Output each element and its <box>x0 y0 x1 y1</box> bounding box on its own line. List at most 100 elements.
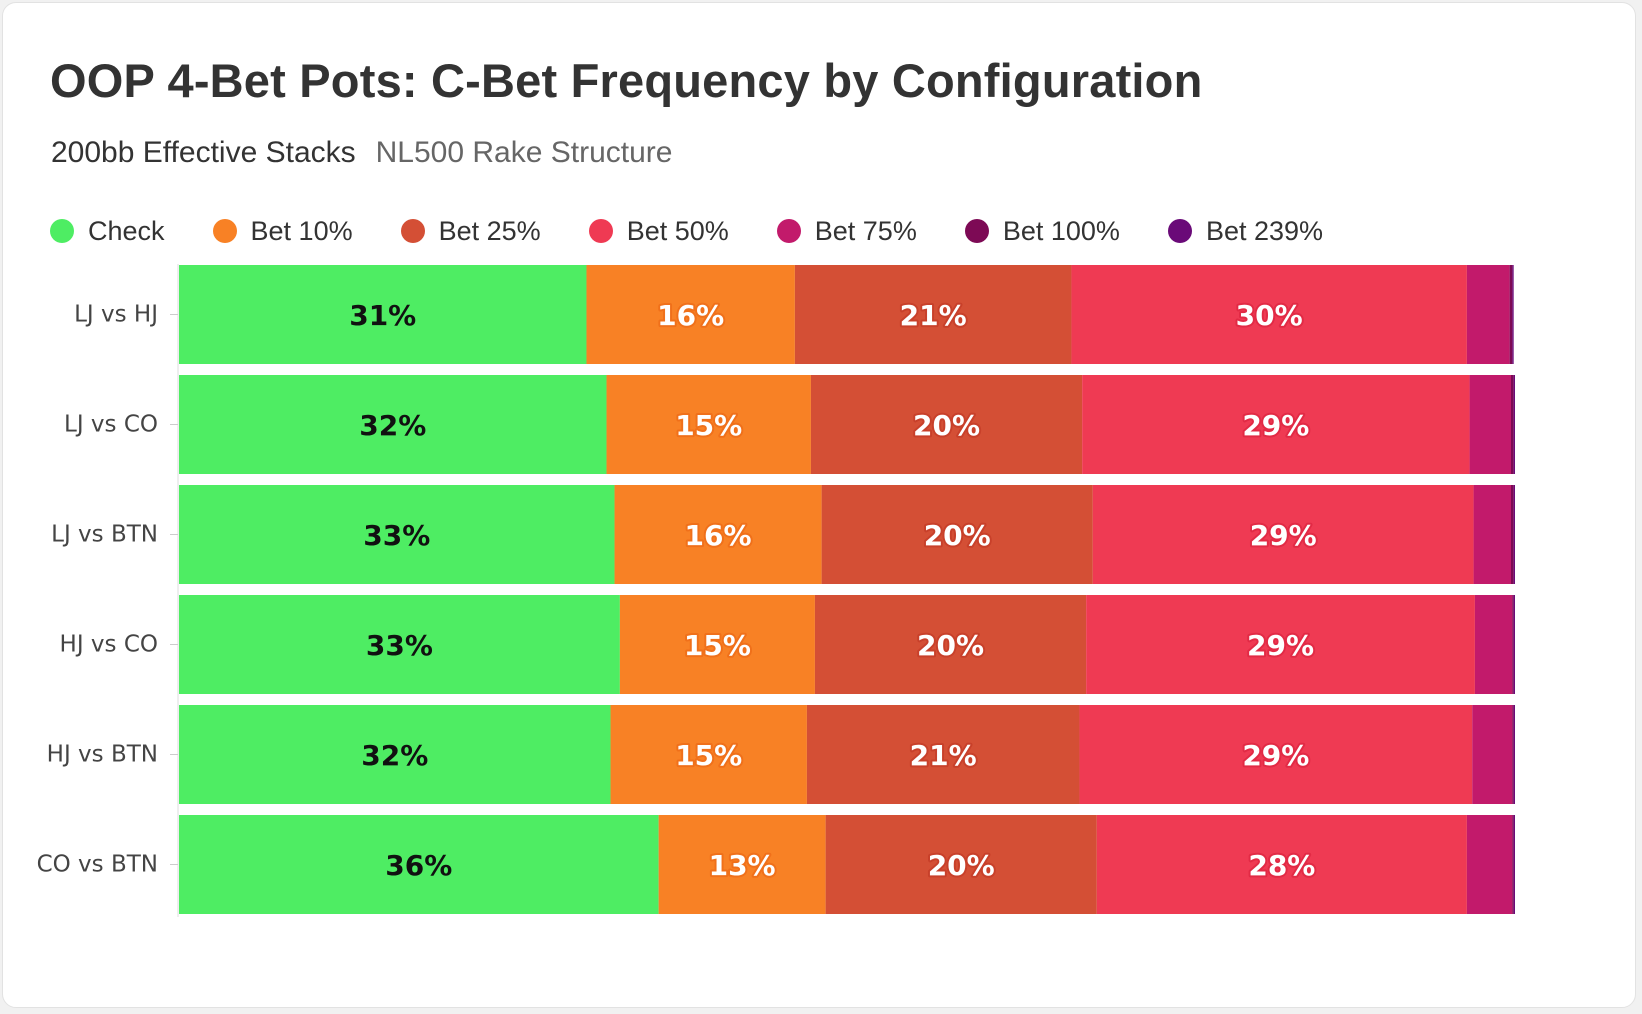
bar-segment-bet-50pct[interactable] <box>1086 595 1475 694</box>
data-label-bet-10pct: 16% <box>657 299 724 332</box>
bar-row-hj-vs-co: 33% 15% 20% 29% <box>179 595 1515 694</box>
bar-segment-bet-10pct[interactable] <box>586 265 795 364</box>
legend-swatch <box>964 219 989 243</box>
bar-segment-bet-239pct[interactable] <box>1513 595 1515 694</box>
bar-segment-check[interactable] <box>179 705 611 804</box>
category-label-lj-vs-co: LJ vs CO <box>64 412 158 438</box>
bar-segment-check[interactable] <box>179 595 620 694</box>
chart-title: OOP 4-Bet Pots: C-Bet Frequency by Confi… <box>50 54 1203 107</box>
bar-segment-bet-25pct[interactable] <box>825 815 1097 914</box>
data-label-check: 33% <box>363 519 430 552</box>
bar-segment-bet-10pct[interactable] <box>610 705 807 804</box>
bar-segment-bet-75pct[interactable] <box>1472 705 1513 804</box>
bar-row-lj-vs-co: 32% 15% 20% 29% <box>179 375 1515 474</box>
bar-row-lj-vs-btn: 33% 16% 20% 29% <box>179 485 1515 584</box>
bar-row-hj-vs-btn: 32% 15% 21% 29% <box>179 705 1515 804</box>
bar-segment-bet-75pct[interactable] <box>1466 265 1510 364</box>
bar-segment-check[interactable] <box>179 265 587 364</box>
legend-item-bet-50pct: Bet 50% <box>588 215 729 247</box>
category-label-hj-vs-btn: HJ vs BTN <box>47 742 158 768</box>
legend-swatch <box>588 219 613 243</box>
legend-label: Bet 239% <box>1205 215 1324 246</box>
data-label-bet-50pct: 30% <box>1236 299 1303 332</box>
data-label-bet-10pct: 15% <box>675 739 742 772</box>
bar-segment-bet-25pct[interactable] <box>806 705 1080 804</box>
bar-segment-bet-239pct[interactable] <box>1513 815 1515 914</box>
legend-label: Check <box>88 215 165 246</box>
bar-segment-bet-25pct[interactable] <box>810 375 1083 474</box>
chart-subtitle: 200bb Effective Stacks NL500 Rake Structu… <box>51 136 672 170</box>
legend-label: Bet 75% <box>814 215 917 246</box>
legend-label: Bet 25% <box>438 215 541 246</box>
data-label-check: 36% <box>385 849 452 882</box>
bar-segment-bet-25pct[interactable] <box>814 595 1087 694</box>
data-label-bet-10pct: 16% <box>685 519 752 552</box>
bar-segment-bet-100pct[interactable] <box>1510 485 1514 584</box>
bar-segment-bet-239pct[interactable] <box>1513 705 1515 804</box>
subtitle-main: 200bb Effective Stacks <box>51 136 356 169</box>
data-label-check: 32% <box>361 739 428 772</box>
bar-segment-bet-100pct[interactable] <box>1509 265 1513 364</box>
bar-segment-bet-100pct[interactable] <box>1512 595 1514 694</box>
bar-segment-bet-75pct[interactable] <box>1466 815 1513 914</box>
data-label-bet-25pct: 21% <box>910 739 977 772</box>
legend-label: Bet 50% <box>626 215 729 246</box>
legend-item-bet-100pct: Bet 100% <box>964 215 1120 247</box>
bar-segment-check[interactable] <box>179 375 607 474</box>
bar-segment-bet-239pct[interactable] <box>1513 375 1515 474</box>
data-label-bet-10pct: 13% <box>709 849 776 882</box>
bar-segment-bet-10pct[interactable] <box>606 375 811 474</box>
bar-row-lj-vs-hj: 31% 16% 21% 30% <box>179 265 1514 364</box>
bar-segment-bet-100pct[interactable] <box>1512 705 1514 804</box>
data-label-bet-25pct: 20% <box>924 519 991 552</box>
bar-segment-bet-25pct[interactable] <box>794 265 1072 364</box>
bar-segment-bet-75pct[interactable] <box>1473 485 1511 584</box>
legend-item-bet-10pct: Bet 10% <box>212 215 353 247</box>
category-label-co-vs-btn: CO vs BTN <box>37 852 158 878</box>
data-label-bet-50pct: 29% <box>1250 519 1317 552</box>
bar-segment-bet-25pct[interactable] <box>821 485 1093 584</box>
legend-swatch <box>50 219 74 243</box>
data-label-bet-10pct: 15% <box>684 629 751 662</box>
data-label-bet-25pct: 20% <box>928 849 995 882</box>
bar-segment-bet-75pct[interactable] <box>1469 375 1511 474</box>
data-label-check: 31% <box>349 299 416 332</box>
bar-segment-check[interactable] <box>179 815 659 914</box>
bar-segment-bet-239pct[interactable] <box>1512 265 1514 364</box>
data-label-bet-10pct: 15% <box>675 409 742 442</box>
bar-segment-bet-50pct[interactable] <box>1096 815 1467 914</box>
data-label-bet-25pct: 21% <box>900 299 967 332</box>
subtitle-secondary: NL500 Rake Structure <box>375 136 673 169</box>
legend-item-bet-25pct: Bet 25% <box>400 215 541 247</box>
data-label-check: 33% <box>366 629 433 662</box>
legend-swatch <box>212 219 237 243</box>
bar-segment-bet-50pct[interactable] <box>1071 265 1467 364</box>
legend-swatch <box>776 219 801 243</box>
data-label-bet-50pct: 29% <box>1242 409 1309 442</box>
bar-segment-bet-100pct[interactable] <box>1510 375 1514 474</box>
bar-segment-check[interactable] <box>179 485 615 584</box>
data-label-bet-50pct: 29% <box>1242 739 1309 772</box>
category-label-lj-vs-btn: LJ vs BTN <box>51 522 158 548</box>
bar-segment-bet-75pct[interactable] <box>1474 595 1513 694</box>
bar-segment-bet-10pct[interactable] <box>614 485 822 584</box>
bar-segment-bet-50pct[interactable] <box>1092 485 1474 584</box>
legend-swatch <box>400 219 425 243</box>
category-label-hj-vs-co: HJ vs CO <box>60 632 158 658</box>
bar-segment-bet-10pct[interactable] <box>619 595 815 694</box>
data-label-bet-50pct: 29% <box>1247 629 1314 662</box>
bar-segment-bet-100pct[interactable] <box>1512 815 1514 914</box>
bar-segment-bet-10pct[interactable] <box>658 815 826 914</box>
bar-segment-bet-50pct[interactable] <box>1079 705 1473 804</box>
data-label-bet-50pct: 28% <box>1248 849 1315 882</box>
bar-row-co-vs-btn: 36% 13% 20% 28% <box>179 815 1515 914</box>
legend-label: Bet 100% <box>1002 215 1120 246</box>
bar-segment-bet-239pct[interactable] <box>1513 485 1515 584</box>
legend-label: Bet 10% <box>250 215 353 246</box>
data-label-bet-25pct: 20% <box>913 409 980 442</box>
bar-segment-bet-50pct[interactable] <box>1082 375 1470 474</box>
data-label-bet-25pct: 20% <box>917 629 984 662</box>
legend-item-bet-75pct: Bet 75% <box>776 215 917 247</box>
category-label-lj-vs-hj: LJ vs HJ <box>74 302 158 328</box>
